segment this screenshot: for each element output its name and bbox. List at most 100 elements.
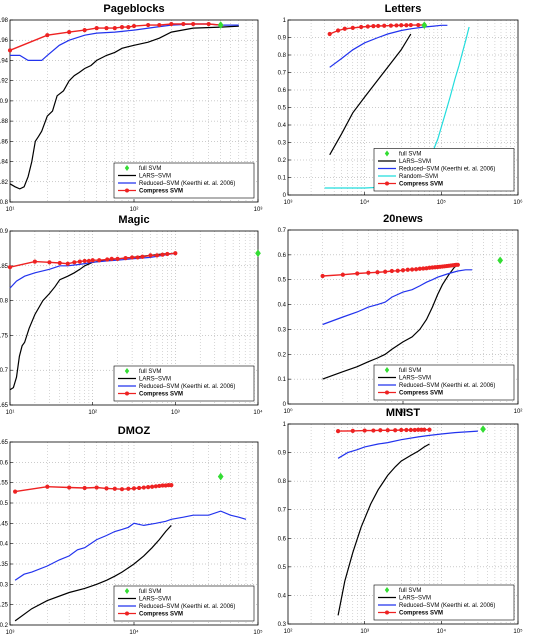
magic-compress-svm-point	[47, 260, 52, 265]
letters-legend-full-svm-marker	[384, 150, 390, 157]
dmoz-compress-svm-point	[67, 485, 72, 490]
dmoz-compress-svm-point	[94, 485, 99, 490]
magic-compress-svm-point	[109, 256, 114, 261]
magic-compress-svm-point	[148, 253, 153, 258]
dmoz-legend-compress-label: Compress SVM	[139, 612, 183, 618]
letters-x-tick-label: 10³	[284, 200, 293, 206]
pageblocks-y-tick-label: 0.94	[0, 58, 9, 64]
pageblocks-x-tick-label: 10²	[130, 207, 139, 213]
mnist-y-tick-label: 0.3	[278, 622, 287, 628]
magic-legend-compress-label: Compress SVM	[139, 392, 183, 398]
letters-legend-reduced-label: Reduced–SVM (Keerthi et. al. 2006)	[399, 167, 495, 173]
pageblocks-legend-box	[113, 162, 255, 199]
magic-y-tick-label: 0.7	[0, 368, 9, 374]
20news-x-tick-label: 10¹	[399, 409, 408, 415]
magic-y-tick-label: 0.75	[0, 333, 9, 339]
mnist-axes-frame	[287, 423, 519, 625]
20news-y-tick-label: 0.4	[278, 303, 287, 309]
20news-y-tick-label: 0.7	[278, 228, 287, 234]
letters-compress-svm-point	[335, 28, 341, 33]
letters-compress-svm-point	[342, 26, 347, 31]
pageblocks-y-tick-label: 0.84	[0, 160, 9, 166]
dmoz-y-tick-label: 0.65	[0, 440, 9, 446]
mnist-compress-svm-point	[399, 427, 404, 433]
20news-compress-svm-point	[410, 267, 415, 272]
pageblocks-legend-lars-label: LARS–SVM	[139, 174, 171, 180]
20news-compress-svm-point	[400, 268, 406, 273]
pageblocks-x-tick-label: 10³	[254, 207, 263, 213]
dmoz-compress-svm-point	[45, 484, 50, 489]
letters-compress-svm-point	[404, 23, 409, 28]
20news-reduced-svm-line	[322, 269, 473, 326]
magic-x-tick-label: 10¹	[6, 410, 15, 416]
20news-legend-full-svm-marker	[384, 367, 390, 373]
mnist-x-tick-label: 10⁴	[437, 628, 447, 635]
letters-y-tick-label: 0.3	[278, 141, 287, 147]
pageblocks-y-tick-label: 0.82	[0, 180, 9, 186]
pageblocks-y-tick-label: 0.8	[0, 200, 9, 206]
pageblocks-legend-full-label: full SVM	[139, 166, 161, 172]
chart-dmoz: DMOZ 10³ 10⁴ 10⁵ 0.2 0.25 0.3 0.35 0.4 0.45 0.5 0.5…	[0, 425, 263, 635]
letters-compress-svm-point	[388, 23, 394, 28]
magic-compress-svm-point	[140, 254, 145, 259]
letters-legend-full-label: full SVM	[399, 152, 421, 158]
dmoz-y-tick-label: 0.3	[0, 582, 9, 588]
20news-y-tick-label: 0.3	[278, 327, 287, 333]
dmoz-legend-full-label: full SVM	[139, 589, 161, 595]
dmoz-y-tick-label: 0.45	[0, 521, 9, 527]
20news-legend-lars-label: LARS–SVM	[399, 376, 431, 382]
letters-y-tick-label: 0.1	[278, 176, 287, 182]
mnist-lars-svm-line	[337, 443, 430, 616]
magic-legend-compress-svm-marker	[125, 391, 129, 396]
letters-full-svm-point	[421, 21, 428, 30]
dmoz-y-tick-label: 0.35	[0, 562, 9, 568]
dmoz-compress-svm-point	[104, 486, 109, 491]
pageblocks-compress-svm-point	[7, 48, 13, 53]
mnist-legend-full-svm-marker	[384, 587, 390, 593]
letters-y-tick-label: 0.9	[278, 36, 287, 42]
magic-compress-svm-point	[165, 251, 170, 257]
dmoz-x-tick-label: 10⁴	[129, 629, 139, 635]
dmoz-y-tick-label: 0.55	[0, 481, 9, 487]
mnist-compress-svm-point	[371, 428, 376, 433]
20news-compress-svm-point	[383, 269, 388, 274]
magic-legend-lars-label: LARS–SVM	[139, 377, 171, 383]
mnist-reduced-svm-line	[337, 430, 478, 459]
mnist-legend-reduced-label: Reduced–SVM (Keerthi et. al. 2006)	[399, 603, 495, 609]
20news-compress-svm-point	[389, 268, 394, 274]
20news-legend-full-label: full SVM	[399, 368, 421, 374]
20news-compress-svm-point	[414, 267, 419, 272]
letters-y-tick-label: 0.8	[278, 53, 287, 59]
pageblocks-lars-svm-line	[9, 25, 239, 190]
pageblocks-compress-svm-point	[181, 21, 186, 27]
chart-pageblocks: Pageblocks 10¹ 10² 10³ 0.8 0.82 0.84 0.86 0.88 0.…	[0, 3, 262, 213]
pageblocks-compress-svm-point	[191, 21, 196, 27]
mnist-y-tick-label: 0.4	[278, 593, 287, 599]
pageblocks-compress-svm-point	[104, 25, 109, 31]
20news-compress-svm-point	[320, 273, 325, 279]
dmoz-reduced-svm-line	[14, 510, 247, 581]
letters-compress-svm-point	[327, 31, 332, 37]
20news-compress-svm-point	[395, 268, 400, 273]
pageblocks-compress-svm-point	[169, 21, 174, 27]
pageblocks-legend-compress-svm-marker	[125, 188, 129, 193]
dmoz-compress-svm-point	[146, 485, 151, 490]
20news-x-tick-label: 10²	[514, 409, 523, 415]
20news-compress-svm-point	[375, 270, 380, 275]
dmoz-legend-reduced-label: Reduced–SVM (Keerthi et. al. 2006)	[139, 604, 235, 610]
pageblocks-compress-svm-point	[82, 28, 87, 33]
mnist-x-tick-label: 10²	[284, 629, 293, 635]
pageblocks-chart-title: Pageblocks	[103, 3, 164, 15]
dmoz-compress-svm-point	[126, 486, 131, 491]
mnist-y-tick-label: 0.7	[278, 508, 287, 514]
magic-compress-svm-point	[90, 258, 95, 263]
dmoz-compress-svm-point	[13, 489, 18, 494]
pageblocks-full-svm-point	[217, 21, 224, 29]
pageblocks-legend-compress-label: Compress SVM	[139, 189, 183, 195]
letters-legend-compress-svm-marker	[385, 181, 389, 186]
mnist-y-tick-label: 0.8	[278, 479, 287, 485]
magic-compress-svm-point	[82, 258, 87, 264]
dmoz-x-tick-label: 10⁵	[253, 629, 263, 635]
20news-axes-frame	[287, 229, 519, 405]
